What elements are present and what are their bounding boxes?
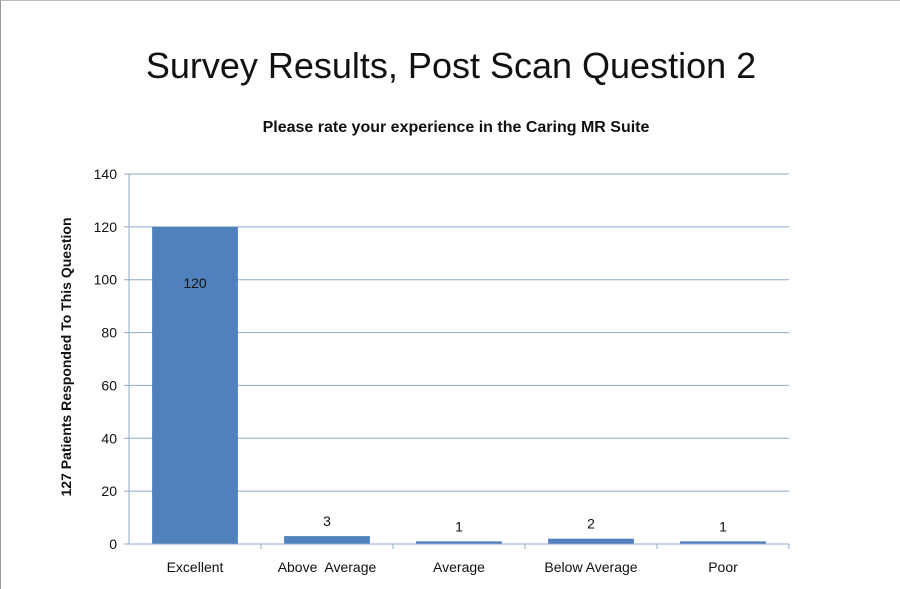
data-label: 120 (183, 275, 207, 291)
y-tick-label: 120 (94, 219, 118, 235)
x-tick-label: Average (433, 559, 485, 575)
data-label: 1 (455, 518, 463, 534)
y-tick-label: 100 (94, 272, 118, 288)
y-tick-label: 40 (101, 430, 117, 446)
y-axis-title: 127 Patients Responded To This Question (58, 217, 74, 496)
axes (124, 173, 790, 549)
slide-title: Survey Results, Post Scan Question 2 (145, 45, 757, 86)
data-label: 1 (719, 518, 727, 534)
bars (152, 226, 766, 544)
bar (416, 541, 502, 544)
bar (680, 541, 766, 544)
labels: 0 20 40 60 80 100 120 140 Excellent 120 Above Aver… (94, 166, 738, 575)
x-tick-label: Above Average (278, 559, 377, 575)
y-tick-label: 0 (109, 536, 117, 552)
chart-title: Please rate your experience in the Carin… (262, 119, 650, 136)
data-label: 2 (587, 516, 595, 532)
bar (152, 226, 238, 544)
y-tick-label: 140 (94, 166, 118, 182)
y-tick-label: 60 (101, 377, 117, 393)
x-tick-label: Excellent (167, 559, 224, 575)
x-tick-label: Below Average (544, 559, 637, 575)
y-tick-label: 20 (101, 483, 117, 499)
bar (284, 536, 370, 544)
x-tick-label: Poor (708, 559, 738, 575)
data-label: 3 (323, 513, 331, 529)
bar (548, 538, 634, 544)
gridlines (129, 173, 789, 492)
y-tick-label: 80 (101, 325, 117, 341)
